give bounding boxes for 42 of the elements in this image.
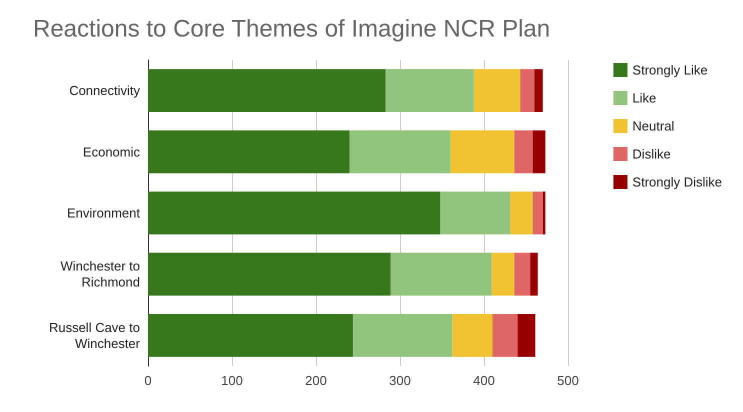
x-tick-label: 200 bbox=[305, 373, 327, 388]
x-tick-label: 400 bbox=[473, 373, 495, 388]
bar bbox=[440, 192, 510, 234]
bar bbox=[148, 252, 391, 296]
bar bbox=[520, 69, 534, 112]
bar bbox=[534, 69, 543, 112]
y-tick-label: Environment bbox=[67, 206, 140, 220]
legend-label: Dislike bbox=[632, 146, 671, 162]
bar bbox=[352, 314, 452, 357]
x-tick-label: 0 bbox=[144, 373, 152, 388]
bar bbox=[530, 252, 538, 296]
bar bbox=[148, 130, 350, 174]
bar bbox=[386, 69, 474, 112]
bar bbox=[542, 192, 546, 234]
bar bbox=[532, 192, 543, 234]
bar bbox=[510, 192, 533, 234]
chart-title: Reactions to Core Themes of Imagine NCR Plan bbox=[33, 16, 550, 42]
legend-label: Like bbox=[632, 90, 656, 106]
bar bbox=[450, 130, 514, 174]
bar bbox=[474, 69, 520, 112]
legend-label: Neutral bbox=[632, 118, 674, 134]
bar bbox=[148, 192, 440, 234]
bar bbox=[492, 252, 514, 296]
bar bbox=[452, 314, 492, 357]
y-tick-label: Connectivity bbox=[69, 83, 140, 98]
bar bbox=[492, 314, 518, 357]
bar bbox=[390, 252, 492, 296]
bar bbox=[148, 69, 386, 112]
bar bbox=[514, 130, 533, 174]
bar bbox=[514, 252, 530, 296]
legend-label: Strongly Like bbox=[632, 62, 708, 78]
x-tick-label: 500 bbox=[557, 373, 579, 388]
bar bbox=[350, 130, 450, 174]
bar bbox=[518, 314, 536, 357]
x-tick-label: 100 bbox=[221, 373, 243, 388]
legend-label: Strongly Dislike bbox=[632, 174, 722, 190]
y-tick-label: Economic bbox=[82, 144, 140, 160]
y-tick-label: Russell Cave to Winchester bbox=[48, 320, 141, 351]
y-tick-label: Winchester to Richmond bbox=[60, 258, 140, 290]
bar bbox=[148, 314, 353, 357]
bar bbox=[532, 130, 546, 174]
x-tick-label: 300 bbox=[389, 373, 411, 388]
